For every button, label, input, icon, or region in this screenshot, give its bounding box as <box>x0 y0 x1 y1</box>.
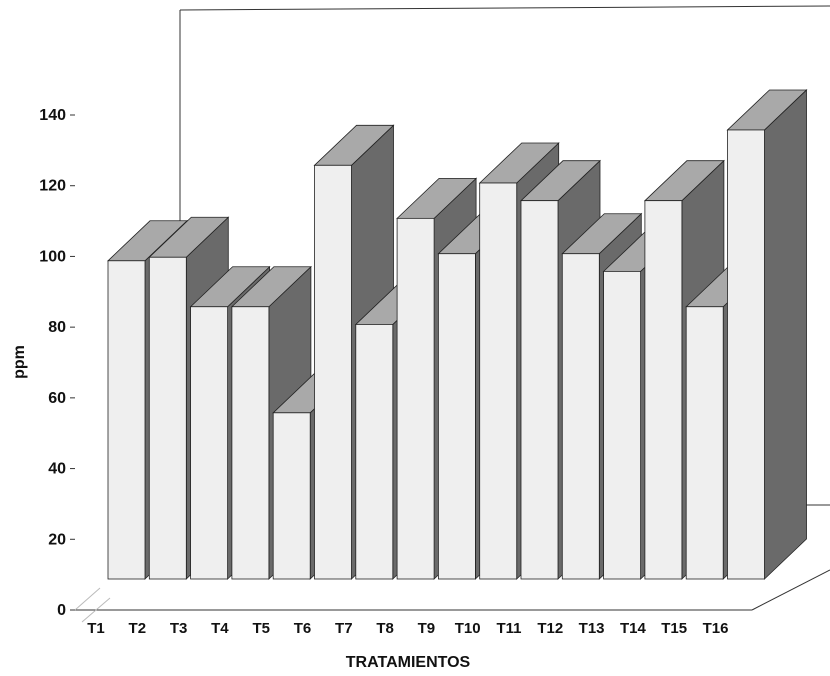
x-axis: T1 T2 T3 T4 T5 T6 T7 T8 T9 T10 T11 T12 T13 T14 T15 T16 <box>87 620 728 637</box>
y-tick-label: 40 <box>48 461 66 478</box>
bar-front <box>314 164 352 580</box>
x-tick-label: T13 <box>579 620 605 637</box>
y-tick-label: 60 <box>48 390 66 407</box>
x-tick-label: T11 <box>496 620 521 637</box>
bar-front <box>107 260 146 580</box>
x-tick-label: T15 <box>661 620 687 637</box>
y-axis-label: ppm <box>11 345 28 379</box>
x-tick-label: T3 <box>170 620 188 637</box>
x-tick-label: T5 <box>252 620 270 637</box>
bar-front <box>685 306 724 580</box>
y-tick-label: 0 <box>57 602 66 619</box>
x-tick-label: T16 <box>703 620 729 637</box>
bar-front <box>272 412 311 580</box>
x-tick-label: T6 <box>294 620 312 637</box>
x-tick-label: T8 <box>376 620 394 637</box>
bar-front <box>644 200 683 580</box>
bar-front <box>603 270 641 580</box>
x-tick-label: T7 <box>335 620 353 637</box>
x-tick-label: T12 <box>537 620 563 637</box>
bar-front <box>561 253 600 580</box>
y-tick-label: 100 <box>39 248 66 265</box>
bar-front <box>231 306 270 580</box>
x-tick-label: T14 <box>620 620 647 637</box>
bars <box>106 89 808 580</box>
bar-front <box>355 324 394 580</box>
bar-front <box>479 182 518 580</box>
bar-front <box>727 129 765 580</box>
bar-front <box>437 253 476 580</box>
y-axis: 0 20 40 60 80 100 120 140 <box>39 107 75 619</box>
y-tick-label: 20 <box>48 531 66 548</box>
x-tick-label: T2 <box>129 620 147 637</box>
x-tick-label: T1 <box>87 620 105 637</box>
bar-front <box>520 200 559 580</box>
bar <box>726 89 808 580</box>
floor-perspective-lines <box>74 587 111 623</box>
bar-front <box>396 217 435 580</box>
bar-front <box>190 306 229 580</box>
bar-side <box>764 89 807 580</box>
y-tick-label: 140 <box>39 107 66 124</box>
bar-front <box>148 256 187 580</box>
floor-right-edge <box>751 569 830 611</box>
x-tick-label: T10 <box>455 620 481 637</box>
x-tick-label: T9 <box>418 620 436 637</box>
x-axis-label: TRATAMIENTOS <box>346 654 471 671</box>
x-tick-label: T4 <box>211 620 229 637</box>
chart-frame <box>74 5 830 623</box>
back-wall-top-edge <box>179 5 830 11</box>
y-tick-label: 120 <box>39 178 66 195</box>
y-tick-label: 80 <box>48 319 66 336</box>
